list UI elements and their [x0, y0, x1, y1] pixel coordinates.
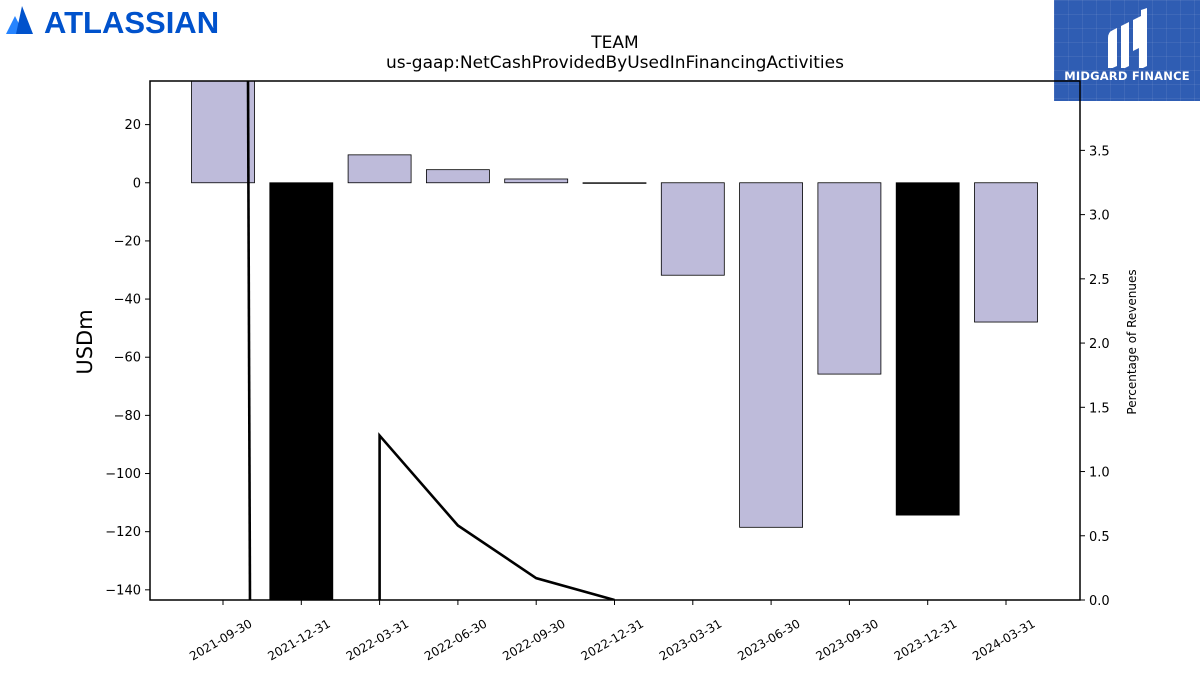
y-tick-label: −100 — [105, 467, 141, 482]
x-tick-label: 2021-12-31 — [265, 616, 332, 663]
partner-logo-text: MIDGARD FINANCE — [1064, 69, 1190, 83]
percentage-line-0 — [378, 432, 615, 600]
bar-2023-12-31 — [895, 182, 960, 516]
x-tick-label: 2023-03-31 — [657, 616, 724, 663]
y2-axis-label: Percentage of Revenues — [1125, 269, 1139, 414]
y2-tick-label: 3.5 — [1089, 144, 1110, 159]
y-tick-label: −80 — [114, 409, 141, 424]
y2-tick-label: 1.0 — [1089, 466, 1110, 481]
y-tick-label: −40 — [114, 293, 141, 308]
midgard-finance-logo: MIDGARD FINANCE — [1054, 0, 1200, 101]
chart-subtitle: us-gaap:NetCashProvidedByUsedInFinancing… — [386, 53, 844, 73]
bar-2022-03-31 — [347, 154, 412, 184]
x-tick-label: 2023-12-31 — [892, 616, 959, 663]
x-tick-label: 2022-06-30 — [422, 616, 489, 663]
bar-2023-06-30 — [739, 182, 803, 528]
bar-2022-12-31 — [582, 182, 647, 184]
y2-tick-label: 0.0 — [1089, 594, 1110, 609]
y-tick-label: −140 — [105, 583, 141, 598]
bar-2021-12-31 — [269, 182, 334, 600]
y2-tick-label: 2.0 — [1089, 337, 1110, 352]
x-tick-label: 2022-12-31 — [579, 616, 646, 663]
x-tick-label: 2024-03-31 — [970, 616, 1037, 663]
x-tick-label: 2022-03-31 — [344, 616, 411, 663]
percentage-line-spike — [246, 81, 252, 600]
bar-2022-06-30 — [425, 169, 490, 184]
y-axis-label: USDm — [73, 309, 97, 374]
y2-tick-label: 0.5 — [1089, 530, 1110, 545]
bar-2023-09-30 — [817, 182, 882, 375]
x-tick-label: 2022-09-30 — [500, 616, 567, 663]
atlassian-logo-text: ATLASSIAN — [44, 5, 219, 38]
bar-2022-09-30 — [504, 178, 569, 184]
y-tick-label: 0 — [133, 176, 141, 191]
atlassian-mark-icon — [6, 6, 33, 34]
x-tick-label: 2023-06-30 — [735, 616, 802, 663]
y2-tick-label: 3.0 — [1089, 209, 1110, 224]
atlassian-logo: ATLASSIAN — [6, 5, 219, 38]
y-tick-label: −60 — [114, 351, 141, 366]
x-tick-label: 2023-09-30 — [813, 616, 880, 663]
y2-tick-label: 1.5 — [1089, 401, 1110, 416]
bar-2023-03-31 — [660, 182, 725, 276]
y-tick-label: −120 — [105, 525, 141, 540]
bar-2024-03-31 — [974, 182, 1038, 323]
x-tick-label: 2021-09-30 — [187, 616, 254, 663]
y-tick-label: −20 — [114, 234, 141, 249]
y2-tick-label: 2.5 — [1089, 273, 1110, 288]
chart-title: TEAM — [590, 33, 638, 53]
bar-2021-09-30 — [191, 81, 255, 184]
y-tick-label: 20 — [124, 118, 141, 133]
midgard-mark-icon — [1108, 8, 1147, 68]
